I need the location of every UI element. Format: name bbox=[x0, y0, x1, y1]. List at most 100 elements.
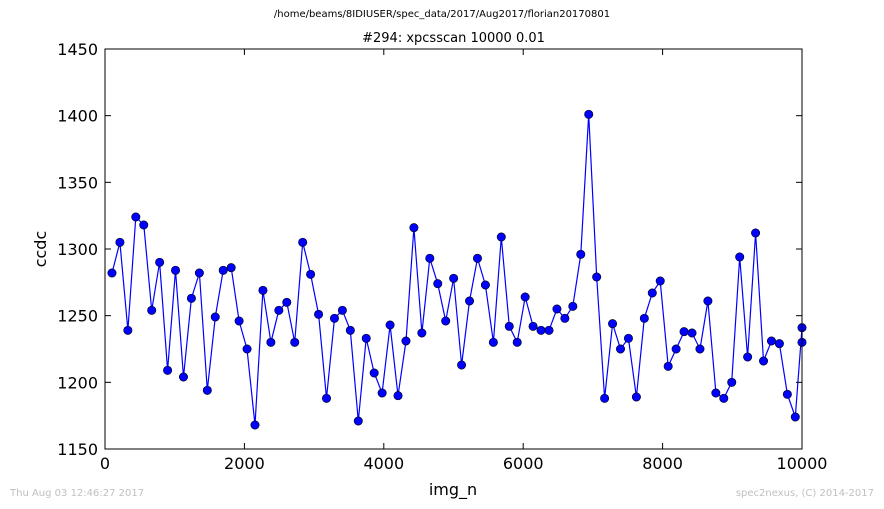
data-point bbox=[393, 391, 403, 401]
data-point bbox=[719, 393, 729, 403]
data-point bbox=[282, 297, 292, 307]
data-point bbox=[751, 228, 761, 238]
data-point bbox=[314, 309, 324, 319]
data-point bbox=[163, 365, 173, 375]
data-point bbox=[504, 321, 514, 331]
data-point bbox=[226, 263, 236, 273]
data-point bbox=[377, 388, 387, 398]
data-point bbox=[457, 360, 467, 370]
data-point bbox=[242, 344, 252, 354]
data-point bbox=[107, 268, 117, 278]
y-tick-label: 1300 bbox=[57, 240, 98, 259]
x-tick-label: 4000 bbox=[363, 454, 404, 473]
data-point bbox=[687, 328, 697, 338]
data-point bbox=[600, 393, 610, 403]
data-point bbox=[655, 276, 665, 286]
data-point bbox=[552, 304, 562, 314]
data-point bbox=[171, 265, 181, 275]
data-point bbox=[433, 279, 443, 289]
x-tick-label: 10000 bbox=[777, 454, 828, 473]
data-point bbox=[401, 336, 411, 346]
data-point bbox=[361, 333, 371, 343]
data-point bbox=[536, 325, 546, 335]
data-point bbox=[616, 344, 626, 354]
data-point bbox=[441, 316, 451, 326]
data-point bbox=[576, 249, 586, 259]
data-point bbox=[608, 319, 618, 329]
supertitle-path: /home/beams/8IDIUSER/spec_data/2017/Aug2… bbox=[273, 9, 611, 20]
y-tick-label: 1350 bbox=[57, 173, 98, 192]
data-point bbox=[449, 273, 459, 283]
data-point bbox=[560, 313, 570, 323]
data-point bbox=[743, 352, 753, 362]
y-tick-label: 1200 bbox=[57, 373, 98, 392]
data-point bbox=[782, 389, 792, 399]
data-point bbox=[353, 416, 363, 426]
data-point bbox=[139, 220, 149, 230]
data-point bbox=[369, 368, 379, 378]
x-tick-label: 8000 bbox=[642, 454, 683, 473]
data-point bbox=[663, 361, 673, 371]
data-point bbox=[790, 412, 800, 422]
data-point bbox=[202, 385, 212, 395]
y-tick-label: 1400 bbox=[57, 107, 98, 126]
data-point bbox=[186, 293, 196, 303]
x-tick-label: 0 bbox=[100, 454, 110, 473]
data-point bbox=[115, 237, 125, 247]
data-point bbox=[147, 305, 157, 315]
data-point bbox=[274, 305, 284, 315]
y-tick-label: 1250 bbox=[57, 307, 98, 326]
data-point bbox=[671, 344, 681, 354]
data-point bbox=[679, 327, 689, 337]
series-line bbox=[111, 114, 803, 426]
data-point bbox=[631, 392, 641, 402]
x-axis: 0 2000 4000 6000 8000 10000 bbox=[100, 49, 828, 473]
y-tick-label: 1150 bbox=[57, 440, 98, 459]
y-axis-label: ccdc bbox=[31, 231, 50, 268]
y-tick-label: 1450 bbox=[57, 40, 98, 59]
x-tick-label: 6000 bbox=[503, 454, 544, 473]
data-point bbox=[623, 333, 633, 343]
data-point bbox=[496, 232, 506, 242]
data-point bbox=[488, 337, 498, 347]
data-point bbox=[711, 388, 721, 398]
data-point bbox=[480, 280, 490, 290]
data-point bbox=[417, 328, 427, 338]
data-point bbox=[592, 272, 602, 282]
data-point bbox=[472, 253, 482, 263]
credit: spec2nexus, (C) 2014-2017 bbox=[735, 488, 874, 499]
data-point bbox=[774, 339, 784, 349]
data-point bbox=[639, 313, 649, 323]
data-point bbox=[695, 344, 705, 354]
data-point bbox=[345, 325, 355, 335]
data-point bbox=[735, 252, 745, 262]
data-point bbox=[337, 305, 347, 315]
data-point bbox=[544, 325, 554, 335]
data-point bbox=[306, 269, 316, 279]
plot-area bbox=[107, 109, 807, 430]
data-point bbox=[250, 420, 260, 430]
data-point bbox=[234, 316, 244, 326]
data-point bbox=[329, 313, 339, 323]
data-point bbox=[131, 212, 141, 222]
plot-title: #294: xpcsscan 10000 0.01 bbox=[362, 31, 545, 46]
data-point bbox=[155, 257, 165, 267]
data-point bbox=[266, 337, 276, 347]
data-point bbox=[298, 237, 308, 247]
data-point bbox=[465, 296, 475, 306]
data-point bbox=[409, 223, 419, 233]
data-point bbox=[258, 285, 268, 295]
y-axis: 1150 1200 1250 1300 1350 1400 1450 bbox=[57, 40, 802, 459]
x-tick-label: 2000 bbox=[224, 454, 265, 473]
data-point bbox=[218, 265, 228, 275]
data-point bbox=[568, 301, 578, 311]
data-point bbox=[766, 336, 776, 346]
data-point bbox=[584, 109, 594, 119]
data-point bbox=[385, 320, 395, 330]
data-point bbox=[210, 312, 220, 322]
data-point bbox=[194, 268, 204, 278]
timestamp: Thu Aug 03 12:46:27 2017 bbox=[10, 488, 145, 499]
data-point bbox=[528, 321, 538, 331]
data-point bbox=[123, 325, 133, 335]
